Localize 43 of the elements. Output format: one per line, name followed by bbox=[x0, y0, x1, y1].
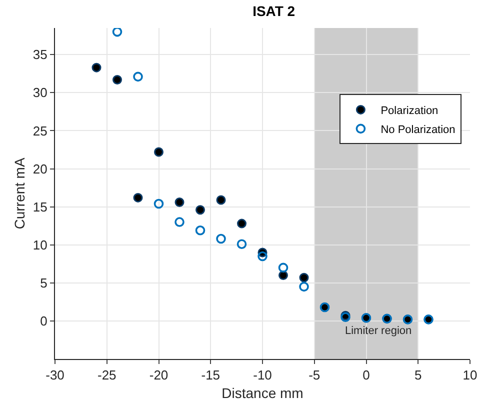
x-tick-label: -15 bbox=[201, 368, 220, 383]
legend-label: No Polarization bbox=[380, 124, 456, 136]
point bbox=[299, 282, 309, 292]
point bbox=[112, 28, 122, 37]
point bbox=[299, 272, 309, 282]
x-tick-label: -10 bbox=[253, 368, 272, 383]
x-tick-label: 10 bbox=[462, 368, 478, 383]
y-tick-label: 0 bbox=[40, 314, 48, 328]
point bbox=[216, 234, 226, 244]
y-tick-label: 35 bbox=[32, 47, 48, 62]
point bbox=[154, 198, 164, 209]
point bbox=[112, 74, 122, 84]
x-tick-label: 5 bbox=[414, 368, 422, 383]
x-tick-label: -5 bbox=[308, 368, 320, 383]
x-tick-label: -25 bbox=[97, 368, 116, 383]
point bbox=[258, 251, 268, 262]
chart-title: ISAT 2 bbox=[252, 2, 296, 19]
y-tick-label: 5 bbox=[40, 275, 48, 290]
legend-label: Polarization bbox=[380, 104, 438, 117]
x-tick-label: -20 bbox=[149, 368, 168, 383]
point bbox=[236, 239, 247, 249]
point bbox=[237, 218, 246, 228]
x-axis-title: Distance mm bbox=[222, 384, 304, 401]
point bbox=[174, 217, 184, 227]
point bbox=[216, 195, 226, 205]
point bbox=[278, 270, 288, 280]
y-tick-label: 10 bbox=[32, 237, 48, 252]
y-tick-label: 30 bbox=[32, 85, 48, 100]
y-tick-label: 25 bbox=[32, 123, 48, 138]
point bbox=[195, 226, 206, 236]
point bbox=[133, 72, 143, 82]
point bbox=[278, 262, 288, 273]
point bbox=[174, 198, 184, 207]
y-tick-label: 20 bbox=[32, 161, 48, 176]
y-tick-label: 15 bbox=[32, 199, 48, 214]
x-tick-label: 0 bbox=[362, 368, 370, 383]
y-axis-title: Current mA bbox=[12, 157, 28, 230]
point bbox=[154, 147, 164, 157]
x-tick-label: -30 bbox=[46, 368, 64, 383]
band-label: Limiter region bbox=[345, 325, 412, 337]
point bbox=[196, 205, 205, 215]
point bbox=[133, 192, 143, 202]
point bbox=[92, 62, 102, 72]
